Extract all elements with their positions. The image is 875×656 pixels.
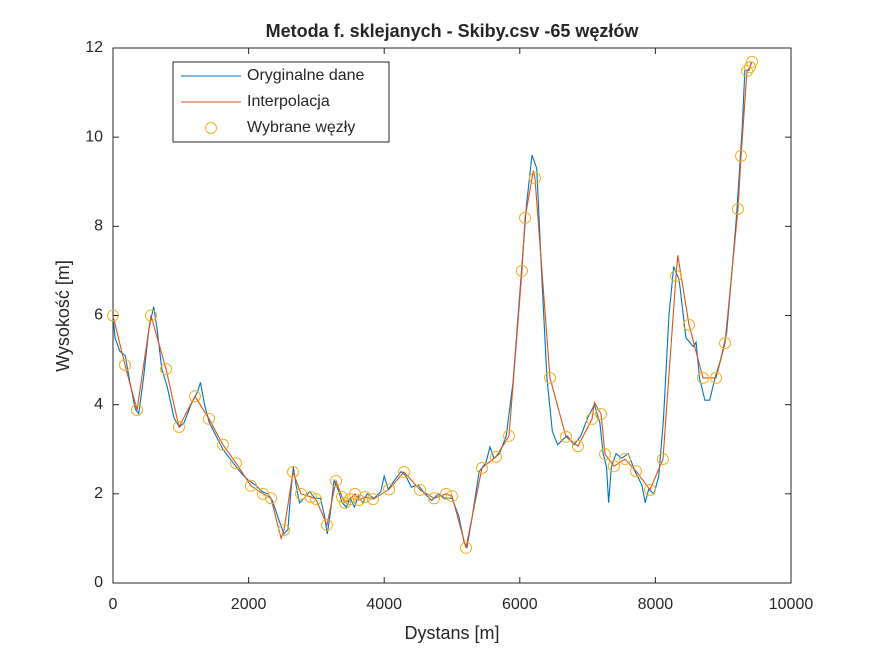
- node-marker: [287, 465, 300, 478]
- node-marker: [440, 487, 453, 500]
- node-marker: [131, 404, 144, 417]
- node-marker: [309, 493, 322, 506]
- chart-title: Metoda f. sklejanych - Skiby.csv -65 węz…: [266, 21, 640, 41]
- node-marker: [244, 479, 257, 492]
- node-marker: [559, 430, 572, 443]
- node-marker: [607, 460, 620, 473]
- node-marker: [459, 541, 472, 554]
- node-marker: [740, 65, 753, 78]
- node-marker: [277, 523, 290, 536]
- node-marker: [490, 450, 503, 463]
- node-marker: [107, 309, 119, 322]
- node-marker: [599, 448, 612, 461]
- node-marker: [428, 492, 441, 505]
- node-marker: [119, 358, 132, 371]
- series-line: [112, 61, 753, 548]
- y-tick-label: 10: [85, 128, 103, 145]
- y-tick-label: 4: [94, 396, 103, 413]
- node-marker: [359, 490, 372, 503]
- node-marker: [670, 269, 683, 282]
- x-tick-label: 2000: [231, 596, 267, 613]
- legend-marker: [205, 122, 217, 134]
- node-marker: [743, 61, 756, 74]
- x-tick-label: 0: [109, 596, 118, 613]
- node-marker: [367, 493, 380, 506]
- node-marker: [264, 492, 277, 505]
- y-tick-label: 8: [94, 218, 103, 235]
- node-marker: [519, 211, 532, 224]
- node-marker: [630, 465, 643, 478]
- y-tick-label: 2: [94, 485, 103, 502]
- node-marker: [571, 440, 584, 453]
- node-marker: [352, 494, 365, 507]
- node-marker: [475, 461, 488, 474]
- node-marker: [188, 390, 201, 403]
- node-marker: [160, 363, 173, 375]
- node-marker: [586, 412, 599, 425]
- legend-label: Wybrane węzły: [247, 119, 355, 136]
- node-marker: [719, 337, 732, 350]
- y-axis-label: Wysokość [m]: [53, 260, 73, 372]
- node-marker: [383, 483, 396, 496]
- legend-label: Interpolacja: [247, 93, 330, 110]
- node-marker: [746, 55, 759, 68]
- node-marker: [503, 429, 516, 442]
- node-marker: [203, 412, 216, 425]
- x-tick-label: 10000: [769, 596, 814, 613]
- legend-label: Oryginalne dane: [247, 67, 365, 84]
- node-marker: [329, 474, 342, 487]
- node-marker: [696, 371, 709, 384]
- node-marker: [216, 438, 229, 451]
- node-marker: [735, 149, 748, 162]
- node-marker: [172, 420, 185, 433]
- node-marker: [515, 264, 528, 277]
- node-marker: [595, 408, 608, 421]
- node-marker: [144, 309, 157, 322]
- node-marker: [336, 490, 349, 503]
- node-marker: [446, 490, 458, 503]
- node-marker: [656, 453, 669, 466]
- y-tick-label: 12: [85, 39, 103, 56]
- node-marker: [320, 519, 333, 532]
- node-marker: [397, 465, 410, 478]
- node-marker: [229, 457, 242, 470]
- node-marker: [413, 483, 426, 496]
- node-marker: [543, 371, 556, 384]
- node-marker: [710, 371, 723, 384]
- y-tick-label: 0: [94, 574, 103, 591]
- x-tick-label: 6000: [502, 596, 538, 613]
- node-marker: [528, 172, 541, 185]
- x-tick-label: 8000: [638, 596, 674, 613]
- x-axis-label: Dystans [m]: [404, 623, 499, 643]
- y-tick-label: 6: [94, 307, 103, 324]
- node-marker: [619, 453, 632, 466]
- node-marker: [643, 483, 656, 496]
- node-marker: [731, 202, 744, 215]
- x-tick-label: 4000: [366, 596, 402, 613]
- node-marker: [683, 318, 696, 331]
